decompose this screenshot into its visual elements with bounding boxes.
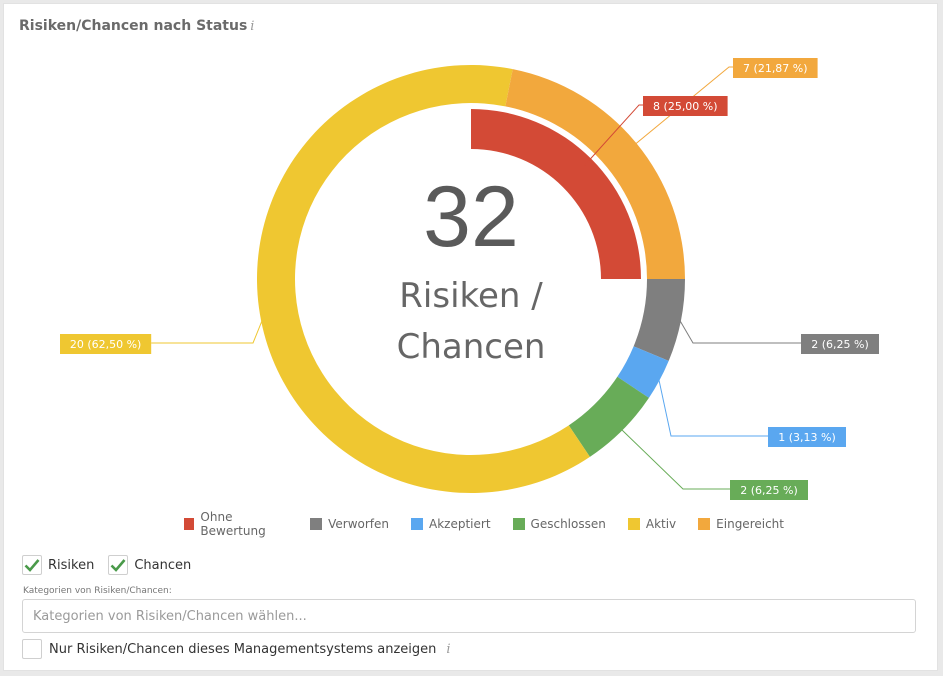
risiken-checkbox[interactable]: Risiken [22, 555, 94, 575]
panel-title: Risiken/Chancen nach Status i [19, 18, 254, 34]
legend-swatch [698, 518, 711, 530]
info-icon[interactable]: i [446, 641, 451, 657]
only-this-system-row: Nur Risiken/Chancen dieses Managementsys… [22, 639, 451, 659]
only-this-system-checkbox[interactable] [22, 639, 42, 659]
legend-swatch [512, 518, 525, 530]
legend-item-geschlossen[interactable]: Geschlossen [512, 510, 606, 538]
data-label-box-eingereicht [733, 58, 818, 78]
slice-akzeptiert[interactable] [617, 346, 669, 398]
inner-ring [471, 109, 641, 279]
data-label-eingereicht: 7 (21,87 %) [743, 62, 808, 75]
center-label-line2: Chancen [397, 327, 546, 367]
center-label-line1: Risiken / [399, 276, 543, 316]
category-field-label: Kategorien von Risiken/Chancen: [23, 586, 172, 596]
legend-swatch [411, 518, 424, 530]
only-this-system-label: Nur Risiken/Chancen dieses Managementsys… [49, 641, 437, 657]
legend-label: Geschlossen [530, 517, 606, 531]
leader-line-ohne-bewertung [583, 104, 643, 167]
type-filter-row: Risiken Chancen [22, 555, 191, 575]
legend-label: Verworfen [328, 517, 390, 531]
slice-aktiv[interactable] [257, 64, 590, 493]
checkmark-icon [24, 559, 40, 572]
leader-line-akzeptiert [658, 379, 768, 437]
legend-item-eingereicht[interactable]: Eingereicht [698, 510, 784, 538]
leader-line-eingereicht [635, 66, 733, 145]
data-label-akzeptiert: 1 (3,13 %) [778, 431, 836, 444]
legend-label: Ohne Bewertung [200, 510, 266, 538]
leader-line-geschlossen [621, 429, 730, 490]
legend-item-aktiv[interactable]: Aktiv [627, 510, 677, 538]
legend-swatch [627, 518, 640, 530]
data-label-box-akzeptiert [768, 427, 846, 447]
slice-ohne-bewertung[interactable] [471, 109, 641, 279]
chart-panel: Risiken/Chancen nach Status i [3, 3, 938, 671]
panel-title-text: Risiken/Chancen nach Status [19, 18, 248, 34]
legend-item-verworfen[interactable]: Verworfen [310, 510, 389, 538]
checkmark-icon [110, 559, 126, 572]
chancen-checkbox[interactable]: Chancen [108, 555, 191, 575]
outer-ring [257, 64, 685, 493]
legend-item-akzeptiert[interactable]: Akzeptiert [411, 510, 491, 538]
data-label-geschlossen: 2 (6,25 %) [740, 484, 798, 497]
chancen-label: Chancen [134, 557, 192, 573]
data-label-box-ohne-bewertung [643, 96, 728, 116]
leader-line-aktiv [151, 320, 263, 344]
data-label-box-geschlossen [730, 480, 808, 500]
legend-label: Aktiv [645, 517, 677, 531]
leader-line-verworfen [679, 320, 801, 344]
category-select-input[interactable] [22, 599, 916, 633]
slice-geschlossen[interactable] [568, 376, 649, 457]
risiken-checkbox-box[interactable] [22, 555, 42, 575]
legend-swatch [184, 518, 195, 530]
center-value: 32 [423, 169, 519, 265]
legend-label: Akzeptiert [429, 517, 491, 531]
chart-legend: Ohne Bewertung Verworfen Akzeptiert Geschlo… [184, 510, 784, 538]
leader-lines [151, 66, 801, 490]
legend-swatch [310, 518, 323, 530]
slice-eingereicht[interactable] [505, 69, 685, 279]
slice-verworfen[interactable] [633, 279, 685, 361]
chancen-checkbox-box[interactable] [108, 555, 129, 575]
data-label-box-verworfen [801, 334, 879, 354]
risiken-label: Risiken [48, 557, 95, 573]
data-labels: 2 (6,25 %) 1 (3,13 %) 2 (6,25 %) 20 (62,50 … [60, 58, 879, 500]
data-label-aktiv: 20 (62,50 %) [70, 338, 142, 351]
legend-label: Eingereicht [716, 517, 784, 531]
data-label-verworfen: 2 (6,25 %) [811, 338, 869, 351]
legend-item-ohne-bewertung[interactable]: Ohne Bewertung [184, 510, 288, 538]
data-label-ohne-bewertung: 8 (25,00 %) [653, 100, 718, 113]
data-label-box-aktiv [60, 334, 152, 354]
info-icon[interactable]: i [250, 19, 255, 34]
